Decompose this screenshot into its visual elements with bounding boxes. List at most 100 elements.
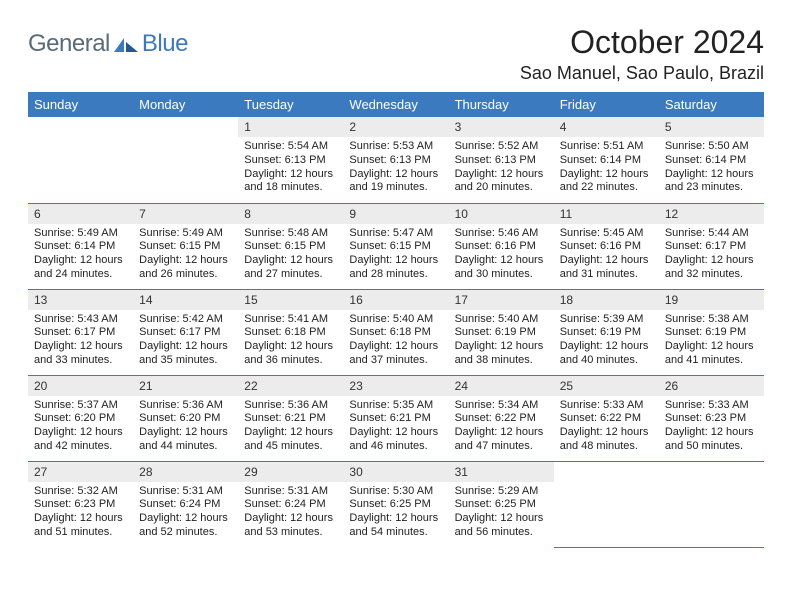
sunrise-line: Sunrise: 5:51 AM: [560, 140, 653, 154]
sunset-line: Sunset: 6:22 PM: [455, 412, 548, 426]
sunset-line: Sunset: 6:15 PM: [349, 240, 442, 254]
daylight-line: Daylight: 12 hours and 38 minutes.: [455, 340, 548, 368]
day-body: Sunrise: 5:54 AMSunset: 6:13 PMDaylight:…: [238, 137, 343, 199]
day-number: 4: [554, 117, 659, 137]
sunrise-line: Sunrise: 5:37 AM: [34, 399, 127, 413]
day-body: Sunrise: 5:34 AMSunset: 6:22 PMDaylight:…: [449, 396, 554, 458]
day-body: Sunrise: 5:51 AMSunset: 6:14 PMDaylight:…: [554, 137, 659, 199]
day-body: Sunrise: 5:31 AMSunset: 6:24 PMDaylight:…: [133, 482, 238, 544]
calendar-cell: 5Sunrise: 5:50 AMSunset: 6:14 PMDaylight…: [659, 117, 764, 203]
day-body: Sunrise: 5:48 AMSunset: 6:15 PMDaylight:…: [238, 224, 343, 286]
daylight-line: Daylight: 12 hours and 35 minutes.: [139, 340, 232, 368]
day-header-row: Sunday Monday Tuesday Wednesday Thursday…: [28, 92, 764, 117]
day-number: 28: [133, 462, 238, 482]
day-number: 31: [449, 462, 554, 482]
sunrise-line: Sunrise: 5:54 AM: [244, 140, 337, 154]
day-body: Sunrise: 5:43 AMSunset: 6:17 PMDaylight:…: [28, 310, 133, 372]
sunrise-line: Sunrise: 5:32 AM: [34, 485, 127, 499]
daylight-line: Daylight: 12 hours and 54 minutes.: [349, 512, 442, 540]
sunrise-line: Sunrise: 5:41 AM: [244, 313, 337, 327]
header: General Blue October 2024 Sao Manuel, Sa…: [28, 24, 764, 84]
calendar-cell: 23Sunrise: 5:35 AMSunset: 6:21 PMDayligh…: [343, 375, 448, 461]
sunrise-line: Sunrise: 5:40 AM: [455, 313, 548, 327]
daylight-line: Daylight: 12 hours and 42 minutes.: [34, 426, 127, 454]
calendar-table: Sunday Monday Tuesday Wednesday Thursday…: [28, 92, 764, 548]
day-body: Sunrise: 5:40 AMSunset: 6:18 PMDaylight:…: [343, 310, 448, 372]
day-number: 19: [659, 290, 764, 310]
day-number: 23: [343, 376, 448, 396]
sunset-line: Sunset: 6:22 PM: [560, 412, 653, 426]
sunset-line: Sunset: 6:15 PM: [244, 240, 337, 254]
day-body: Sunrise: 5:37 AMSunset: 6:20 PMDaylight:…: [28, 396, 133, 458]
logo: General Blue: [28, 24, 188, 58]
day-body: Sunrise: 5:45 AMSunset: 6:16 PMDaylight:…: [554, 224, 659, 286]
day-header: Monday: [133, 92, 238, 117]
sunset-line: Sunset: 6:18 PM: [349, 326, 442, 340]
daylight-line: Daylight: 12 hours and 53 minutes.: [244, 512, 337, 540]
day-number: 2: [343, 117, 448, 137]
calendar-cell: 2Sunrise: 5:53 AMSunset: 6:13 PMDaylight…: [343, 117, 448, 203]
sunrise-line: Sunrise: 5:31 AM: [244, 485, 337, 499]
day-body: Sunrise: 5:49 AMSunset: 6:15 PMDaylight:…: [133, 224, 238, 286]
calendar-cell: 31Sunrise: 5:29 AMSunset: 6:25 PMDayligh…: [449, 461, 554, 547]
sunrise-line: Sunrise: 5:48 AM: [244, 227, 337, 241]
calendar-cell: 25Sunrise: 5:33 AMSunset: 6:22 PMDayligh…: [554, 375, 659, 461]
sunset-line: Sunset: 6:25 PM: [455, 498, 548, 512]
calendar-cell: 13Sunrise: 5:43 AMSunset: 6:17 PMDayligh…: [28, 289, 133, 375]
calendar-cell: [133, 117, 238, 203]
daylight-line: Daylight: 12 hours and 41 minutes.: [665, 340, 758, 368]
logo-word-1: General: [28, 30, 110, 58]
sunrise-line: Sunrise: 5:31 AM: [139, 485, 232, 499]
day-number: 10: [449, 204, 554, 224]
sunrise-line: Sunrise: 5:29 AM: [455, 485, 548, 499]
daylight-line: Daylight: 12 hours and 32 minutes.: [665, 254, 758, 282]
calendar-cell: 3Sunrise: 5:52 AMSunset: 6:13 PMDaylight…: [449, 117, 554, 203]
day-number: 14: [133, 290, 238, 310]
location: Sao Manuel, Sao Paulo, Brazil: [520, 63, 764, 84]
calendar-cell: 6Sunrise: 5:49 AMSunset: 6:14 PMDaylight…: [28, 203, 133, 289]
calendar-cell: 1Sunrise: 5:54 AMSunset: 6:13 PMDaylight…: [238, 117, 343, 203]
day-header: Thursday: [449, 92, 554, 117]
sunrise-line: Sunrise: 5:39 AM: [560, 313, 653, 327]
calendar-cell: 11Sunrise: 5:45 AMSunset: 6:16 PMDayligh…: [554, 203, 659, 289]
daylight-line: Daylight: 12 hours and 47 minutes.: [455, 426, 548, 454]
calendar-cell: 20Sunrise: 5:37 AMSunset: 6:20 PMDayligh…: [28, 375, 133, 461]
day-body: Sunrise: 5:33 AMSunset: 6:22 PMDaylight:…: [554, 396, 659, 458]
sunrise-line: Sunrise: 5:45 AM: [560, 227, 653, 241]
daylight-line: Daylight: 12 hours and 22 minutes.: [560, 168, 653, 196]
sunset-line: Sunset: 6:14 PM: [665, 154, 758, 168]
day-number: 21: [133, 376, 238, 396]
sunset-line: Sunset: 6:14 PM: [34, 240, 127, 254]
day-body: Sunrise: 5:42 AMSunset: 6:17 PMDaylight:…: [133, 310, 238, 372]
sunset-line: Sunset: 6:24 PM: [244, 498, 337, 512]
sunset-line: Sunset: 6:24 PM: [139, 498, 232, 512]
calendar-cell: 26Sunrise: 5:33 AMSunset: 6:23 PMDayligh…: [659, 375, 764, 461]
calendar-cell: 29Sunrise: 5:31 AMSunset: 6:24 PMDayligh…: [238, 461, 343, 547]
day-number: 25: [554, 376, 659, 396]
sunset-line: Sunset: 6:18 PM: [244, 326, 337, 340]
daylight-line: Daylight: 12 hours and 44 minutes.: [139, 426, 232, 454]
calendar-week: 20Sunrise: 5:37 AMSunset: 6:20 PMDayligh…: [28, 375, 764, 461]
sunset-line: Sunset: 6:13 PM: [455, 154, 548, 168]
sunset-line: Sunset: 6:17 PM: [665, 240, 758, 254]
sunrise-line: Sunrise: 5:38 AM: [665, 313, 758, 327]
day-header: Friday: [554, 92, 659, 117]
calendar-cell: 19 Sunrise: 5:38 AMSunset: 6:19 PMDayligh…: [659, 289, 764, 375]
calendar-week: 6Sunrise: 5:49 AMSunset: 6:14 PMDaylight…: [28, 203, 764, 289]
day-body: Sunrise: 5:46 AMSunset: 6:16 PMDaylight:…: [449, 224, 554, 286]
calendar-cell: 4Sunrise: 5:51 AMSunset: 6:14 PMDaylight…: [554, 117, 659, 203]
day-body: Sunrise: 5:36 AMSunset: 6:20 PMDaylight:…: [133, 396, 238, 458]
sunrise-line: Sunrise: 5:33 AM: [560, 399, 653, 413]
daylight-line: Daylight: 12 hours and 28 minutes.: [349, 254, 442, 282]
day-body: Sunrise: 5:39 AMSunset: 6:19 PMDaylight:…: [554, 310, 659, 372]
sunrise-line: Sunrise: 5:35 AM: [349, 399, 442, 413]
day-body: Sunrise: 5:52 AMSunset: 6:13 PMDaylight:…: [449, 137, 554, 199]
sunrise-line: Sunrise: 5:30 AM: [349, 485, 442, 499]
sunrise-line: Sunrise: 5:49 AM: [34, 227, 127, 241]
daylight-line: Daylight: 12 hours and 19 minutes.: [349, 168, 442, 196]
sunset-line: Sunset: 6:19 PM: [665, 326, 758, 340]
daylight-line: Daylight: 12 hours and 48 minutes.: [560, 426, 653, 454]
day-body: Sunrise: 5:47 AMSunset: 6:15 PMDaylight:…: [343, 224, 448, 286]
calendar-week: 27Sunrise: 5:32 AMSunset: 6:23 PMDayligh…: [28, 461, 764, 547]
calendar-cell: [554, 461, 659, 547]
